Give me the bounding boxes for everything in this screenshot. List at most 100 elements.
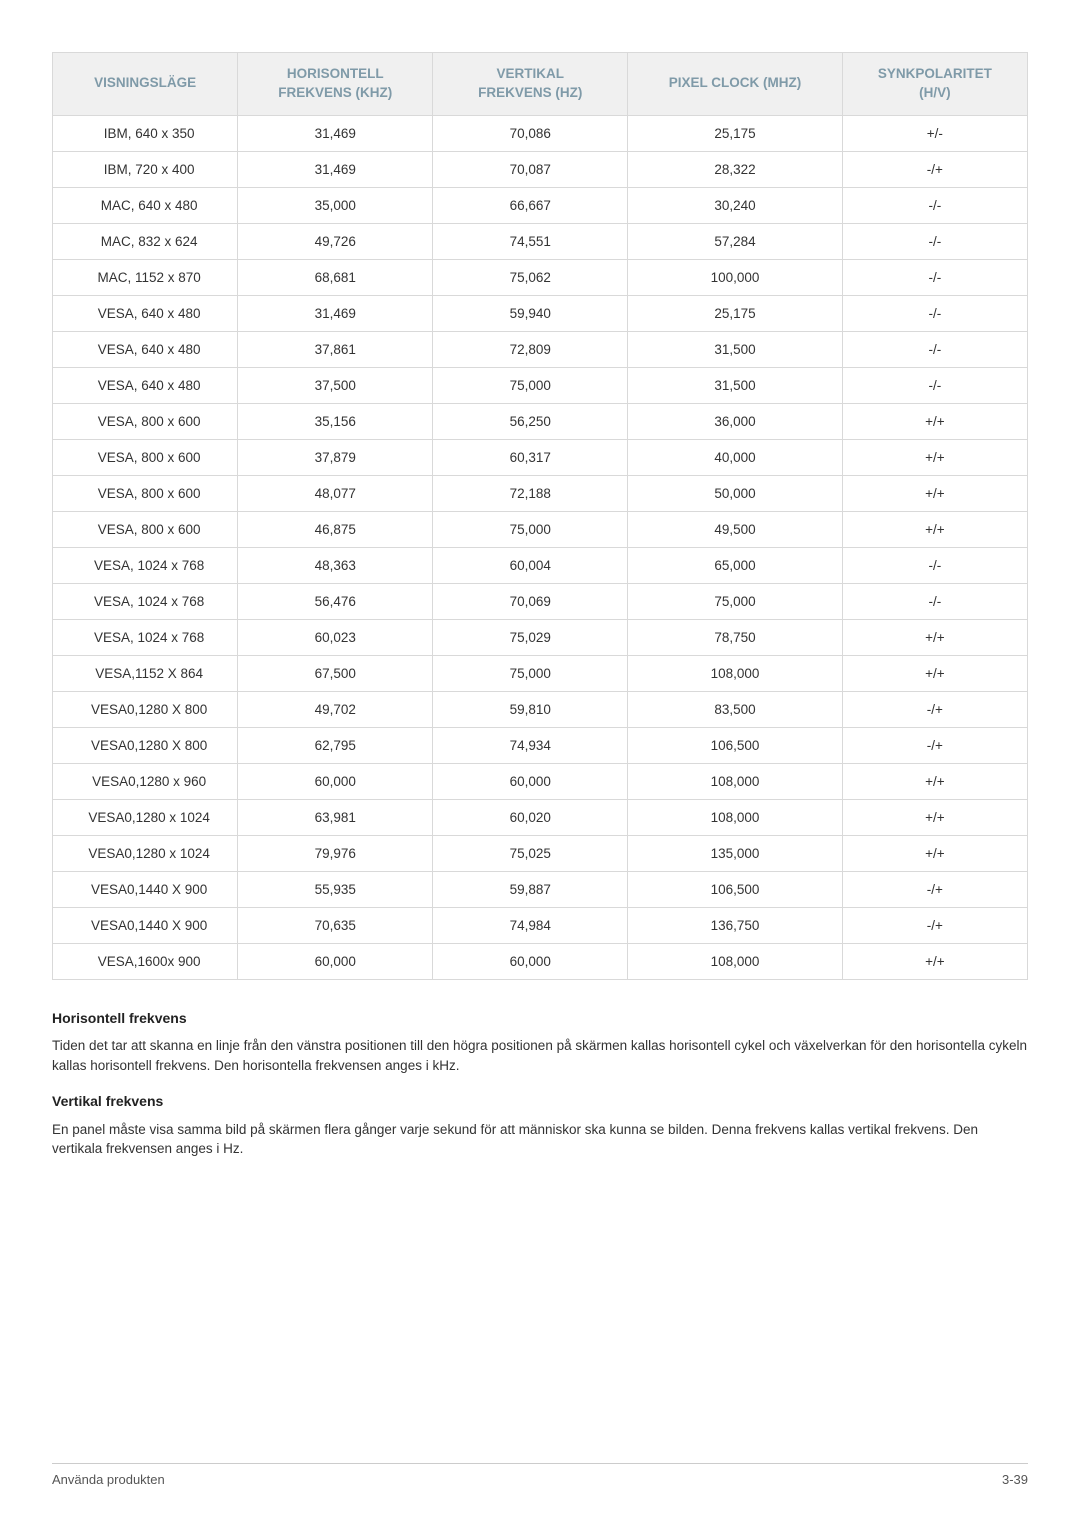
table-cell: 70,086 — [433, 115, 628, 151]
table-cell: -/+ — [842, 727, 1027, 763]
table-cell: -/- — [842, 259, 1027, 295]
table-cell: MAC, 832 x 624 — [53, 223, 238, 259]
table-cell: 72,809 — [433, 331, 628, 367]
table-cell: 60,020 — [433, 799, 628, 835]
table-cell: +/+ — [842, 655, 1027, 691]
table-row: VESA,1152 X 86467,50075,000108,000+/+ — [53, 655, 1028, 691]
table-cell: +/+ — [842, 439, 1027, 475]
table-row: VESA, 800 x 60035,15656,25036,000+/+ — [53, 403, 1028, 439]
heading-horizontal: Horisontell frekvens — [52, 1008, 1028, 1028]
table-cell: +/+ — [842, 835, 1027, 871]
table-row: VESA, 640 x 48031,46959,94025,175-/- — [53, 295, 1028, 331]
table-cell: 37,500 — [238, 367, 433, 403]
table-cell: 25,175 — [628, 295, 843, 331]
table-cell: +/+ — [842, 763, 1027, 799]
table-row: VESA, 1024 x 76856,47670,06975,000-/- — [53, 583, 1028, 619]
table-cell: VESA, 800 x 600 — [53, 511, 238, 547]
table-cell: VESA0,1280 x 960 — [53, 763, 238, 799]
table-cell: 106,500 — [628, 727, 843, 763]
table-cell: 48,077 — [238, 475, 433, 511]
table-row: VESA, 640 x 48037,50075,00031,500-/- — [53, 367, 1028, 403]
table-row: VESA0,1280 x 102463,98160,020108,000+/+ — [53, 799, 1028, 835]
table-cell: +/+ — [842, 475, 1027, 511]
table-cell: 106,500 — [628, 871, 843, 907]
table-cell: VESA, 1024 x 768 — [53, 583, 238, 619]
table-cell: 62,795 — [238, 727, 433, 763]
table-cell: 59,940 — [433, 295, 628, 331]
table-cell: 57,284 — [628, 223, 843, 259]
table-cell: +/+ — [842, 943, 1027, 979]
table-row: VESA, 800 x 60046,87575,00049,500+/+ — [53, 511, 1028, 547]
page-footer: Använda produkten 3-39 — [52, 1463, 1028, 1487]
table-cell: 40,000 — [628, 439, 843, 475]
table-cell: IBM, 720 x 400 — [53, 151, 238, 187]
table-row: VESA0,1280 X 80062,79574,934106,500-/+ — [53, 727, 1028, 763]
table-cell: +/+ — [842, 619, 1027, 655]
table-cell: 31,469 — [238, 115, 433, 151]
body-horizontal: Tiden det tar att skanna en linje från d… — [52, 1036, 1028, 1075]
table-cell: 56,476 — [238, 583, 433, 619]
table-cell: 59,810 — [433, 691, 628, 727]
col-header-sync: SYNKPOLARITET(H/V) — [842, 53, 1027, 116]
table-cell: 75,025 — [433, 835, 628, 871]
table-cell: 70,635 — [238, 907, 433, 943]
table-cell: VESA,1600x 900 — [53, 943, 238, 979]
table-cell: 136,750 — [628, 907, 843, 943]
table-cell: 74,934 — [433, 727, 628, 763]
table-cell: 75,029 — [433, 619, 628, 655]
table-cell: 67,500 — [238, 655, 433, 691]
table-cell: 70,087 — [433, 151, 628, 187]
table-cell: VESA, 800 x 600 — [53, 439, 238, 475]
table-cell: 108,000 — [628, 763, 843, 799]
table-cell: 108,000 — [628, 655, 843, 691]
table-cell: -/+ — [842, 151, 1027, 187]
table-cell: VESA0,1280 X 800 — [53, 727, 238, 763]
table-cell: VESA0,1280 x 1024 — [53, 835, 238, 871]
body-vertical: En panel måste visa samma bild på skärme… — [52, 1120, 1028, 1159]
table-cell: VESA0,1280 X 800 — [53, 691, 238, 727]
page-content: VISNINGSLÄGE HORISONTELLFREKVENS (KHZ) V… — [0, 0, 1080, 1159]
table-cell: VESA0,1440 X 900 — [53, 907, 238, 943]
table-cell: 37,861 — [238, 331, 433, 367]
table-cell: -/- — [842, 295, 1027, 331]
heading-vertical: Vertikal frekvens — [52, 1091, 1028, 1111]
footer-left: Använda produkten — [52, 1472, 165, 1487]
table-cell: -/+ — [842, 691, 1027, 727]
table-cell: 75,000 — [433, 367, 628, 403]
table-cell: 46,875 — [238, 511, 433, 547]
col-header-pclk: PIXEL CLOCK (MHZ) — [628, 53, 843, 116]
table-cell: +/+ — [842, 511, 1027, 547]
timing-table: VISNINGSLÄGE HORISONTELLFREKVENS (KHZ) V… — [52, 52, 1028, 980]
table-cell: 108,000 — [628, 799, 843, 835]
table-body: IBM, 640 x 35031,46970,08625,175+/-IBM, … — [53, 115, 1028, 979]
table-cell: 135,000 — [628, 835, 843, 871]
table-cell: MAC, 1152 x 870 — [53, 259, 238, 295]
table-cell: +/+ — [842, 403, 1027, 439]
table-cell: -/- — [842, 331, 1027, 367]
table-cell: 25,175 — [628, 115, 843, 151]
table-cell: -/- — [842, 547, 1027, 583]
table-cell: VESA, 640 x 480 — [53, 295, 238, 331]
table-cell: 68,681 — [238, 259, 433, 295]
table-cell: -/- — [842, 583, 1027, 619]
table-cell: VESA, 800 x 600 — [53, 475, 238, 511]
table-cell: 48,363 — [238, 547, 433, 583]
table-cell: 35,156 — [238, 403, 433, 439]
table-cell: 60,000 — [238, 763, 433, 799]
table-cell: 74,551 — [433, 223, 628, 259]
table-row: VESA0,1280 X 80049,70259,81083,500-/+ — [53, 691, 1028, 727]
table-cell: -/- — [842, 367, 1027, 403]
table-cell: 35,000 — [238, 187, 433, 223]
table-cell: VESA0,1280 x 1024 — [53, 799, 238, 835]
table-cell: VESA, 640 x 480 — [53, 367, 238, 403]
table-row: VESA0,1440 X 90070,63574,984136,750-/+ — [53, 907, 1028, 943]
footer-right: 3-39 — [1002, 1472, 1028, 1487]
section-horizontal: Horisontell frekvens Tiden det tar att s… — [52, 1008, 1028, 1159]
table-cell: 31,500 — [628, 331, 843, 367]
table-cell: 31,500 — [628, 367, 843, 403]
table-cell: 75,000 — [628, 583, 843, 619]
table-cell: VESA, 1024 x 768 — [53, 619, 238, 655]
table-row: MAC, 640 x 48035,00066,66730,240-/- — [53, 187, 1028, 223]
table-cell: VESA0,1440 X 900 — [53, 871, 238, 907]
table-cell: 37,879 — [238, 439, 433, 475]
